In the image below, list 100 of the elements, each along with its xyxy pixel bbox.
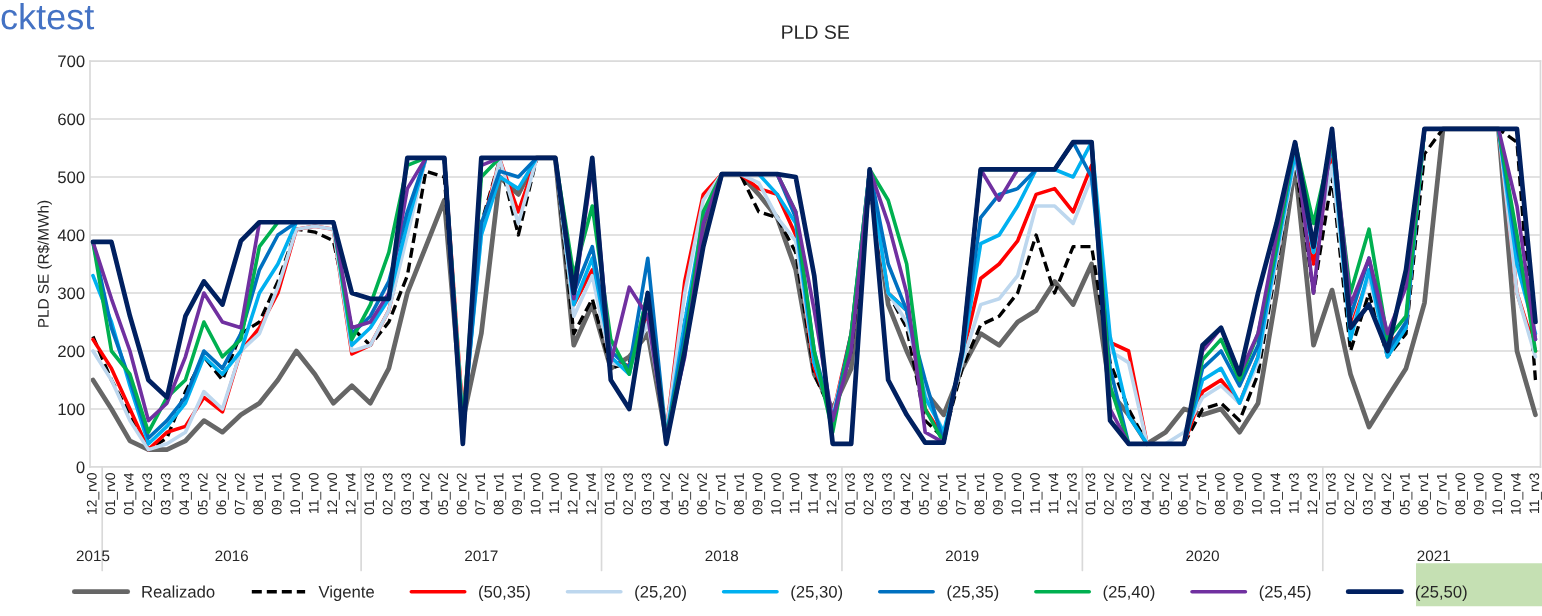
text: 2021 — [1417, 550, 1450, 562]
x-tick-label: 05_rv2 — [919, 473, 932, 515]
x-tick-label: 01_rv3 — [1325, 473, 1339, 515]
x-tick-label: 04_rv2 — [1140, 473, 1154, 515]
x-tick-label: 01_rv3 — [845, 473, 858, 515]
x-tick-label: 07_rv1 — [1196, 473, 1209, 515]
x-tick-label: 03_rv2 — [1122, 473, 1135, 515]
x-tick-label: 02_rv3 — [142, 473, 155, 515]
x-tick-label: 12_rv3 — [1307, 473, 1320, 514]
x-tick-label: 11_rv3 — [1288, 473, 1302, 513]
x-tick-label: 06_rv2 — [216, 473, 229, 515]
x-tick-label: 08_rv1 — [734, 473, 747, 515]
legend-label: (25,40) — [1103, 585, 1155, 601]
x-tick-label: 05_rv2 — [197, 473, 211, 515]
text: cktest — [1, 3, 95, 30]
x-tick-label: 02_rv3 — [863, 473, 877, 515]
x-tick-label: 06_rv1 — [1177, 473, 1191, 515]
x-tick-label: 09_rv0 — [1233, 473, 1246, 515]
legend-label: (25,50) — [1415, 585, 1467, 601]
x-tick-label: 07_rv1 — [715, 473, 729, 515]
x-tick-label: 11_rv3 — [1529, 473, 1542, 513]
x-tick-label: 01_rv3 — [604, 473, 618, 515]
x-tick-label: 04_rv2 — [660, 473, 673, 515]
x-tick-label: 08_rv0 — [1214, 473, 1228, 515]
x-tick-label: 07_rv2 — [234, 473, 248, 515]
x-tick-label: 11_rv0 — [308, 473, 322, 513]
x-tick-label: 12_rv3 — [1067, 473, 1080, 514]
x-tick-label: 10_rv0 — [290, 473, 303, 514]
text: 2018 — [705, 550, 739, 562]
text: 2016 — [215, 550, 248, 562]
x-tick-label: 10_rv0 — [1492, 473, 1505, 514]
x-tick-label: 03_rv3 — [882, 473, 895, 515]
x-tick-label: 08_rv1 — [253, 473, 266, 515]
legend-label: Realizado — [142, 585, 215, 598]
x-tick-label: 07_rv1 — [956, 473, 969, 515]
x-tick-label: 09_rv1 — [271, 473, 285, 515]
y-tick-label: 700 — [58, 55, 85, 68]
text: 2017 — [465, 550, 498, 562]
legend-label: (25,45) — [1259, 585, 1311, 601]
x-tick-label: 05_rv2 — [678, 473, 692, 515]
x-tick-label: 12_rv4 — [586, 472, 599, 514]
y-axis-title: PLD SE (R$/MWh) — [37, 200, 52, 327]
text: 2019 — [945, 550, 979, 562]
x-tick-label: 10_rv0 — [1011, 473, 1024, 514]
x-tick-label: 05_rv1 — [1399, 473, 1413, 515]
x-tick-label: 09_rv0 — [752, 473, 766, 515]
x-tick-label: 10_rv0 — [530, 473, 544, 514]
y-tick-label: 600 — [58, 113, 85, 126]
y-tick-label: 200 — [58, 345, 85, 358]
y-tick-label: 300 — [57, 287, 85, 300]
x-tick-label: 09_rv1 — [512, 473, 525, 515]
x-tick-label: 04_rv2 — [419, 473, 433, 515]
x-tick-label: 12_rv4 — [345, 472, 359, 514]
x-tick-label: 11_rv4 — [808, 472, 821, 513]
x-tick-label: 12_rv3 — [826, 473, 840, 514]
x-tick-label: 11_rv0 — [789, 473, 803, 513]
x-tick-label: 05_rv2 — [438, 473, 451, 515]
x-tick-label: 08_rv1 — [493, 473, 507, 515]
y-tick-label: 100 — [58, 403, 85, 416]
x-tick-label: 11_rv0 — [549, 473, 562, 513]
x-tick-label: 11_rv4 — [1048, 472, 1061, 513]
y-tick-label: 0 — [76, 461, 85, 474]
legend-label: (25,35) — [947, 585, 999, 601]
x-tick-label: 10_rv0 — [1251, 473, 1265, 514]
text: 2015 — [76, 550, 110, 562]
text: 2020 — [1186, 550, 1219, 562]
x-tick-label: 05_rv2 — [1159, 473, 1172, 515]
x-tick-label: 06_rv2 — [697, 473, 710, 515]
x-tick-label: 10_rv4 — [1510, 472, 1524, 514]
legend-label: Vigente — [318, 585, 374, 601]
chart-title: PLD SE — [782, 25, 849, 39]
x-tick-label: 06_rv1 — [937, 473, 951, 515]
x-tick-label: 07_rv1 — [475, 473, 488, 515]
x-tick-label: 01_rv4 — [123, 472, 137, 515]
x-tick-label: 06_rv1 — [1418, 473, 1431, 515]
legend-label: (25,30) — [791, 585, 843, 601]
x-tick-label: 06_rv2 — [456, 473, 470, 515]
x-tick-label: 02_rv2 — [1104, 473, 1117, 515]
x-tick-label: 11_rv0 — [1030, 473, 1043, 513]
legend-label: (50,35) — [479, 585, 530, 601]
x-tick-label: 07_rv1 — [1436, 473, 1450, 515]
x-tick-label: 10_rv4 — [1270, 472, 1283, 514]
x-tick-label: 08_rv0 — [1455, 473, 1468, 515]
x-tick-label: 04_rv2 — [900, 473, 914, 515]
x-tick-label: 03_rv3 — [160, 473, 174, 515]
x-tick-label: 12_rv0 — [327, 473, 340, 514]
x-tick-label: 03_rv3 — [401, 473, 414, 515]
x-tick-label: 03_rv2 — [1362, 473, 1376, 515]
x-tick-label: 10_rv0 — [771, 473, 784, 514]
x-tick-label: 01_rv3 — [1085, 473, 1098, 515]
x-tick-label: 02_rv2 — [1344, 473, 1357, 515]
legend-label: (25,20) — [635, 585, 686, 601]
x-tick-label: 02_rv3 — [382, 473, 396, 515]
x-tick-label: 12_rv0 — [86, 473, 100, 514]
x-tick-label: 09_rv0 — [993, 473, 1006, 515]
x-tick-label: 12_rv0 — [567, 473, 581, 514]
x-tick-label: 01_rv3 — [364, 473, 377, 515]
x-tick-label: 03_rv3 — [641, 473, 655, 515]
y-tick-label: 500 — [58, 171, 85, 184]
y-tick-label: 400 — [57, 229, 85, 242]
